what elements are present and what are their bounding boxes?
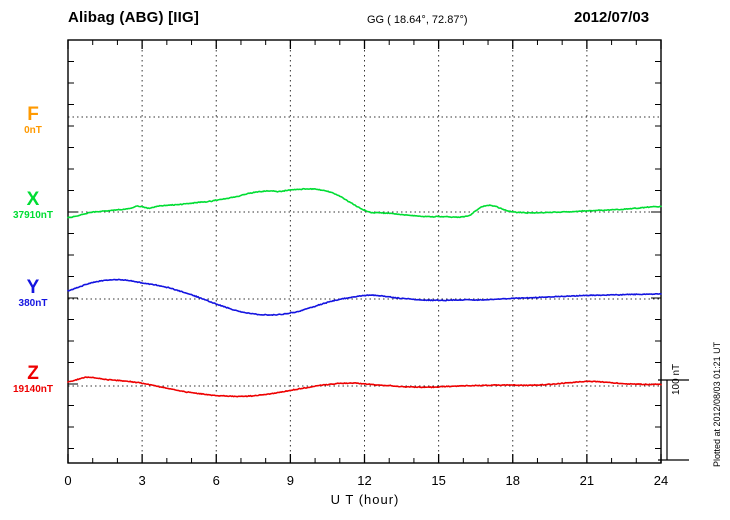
page-title: Alibag (ABG) [IIG] — [68, 9, 200, 26]
x-tick-label-24: 24 — [653, 473, 669, 488]
x-tick-label-12: 12 — [357, 473, 372, 488]
scale-bar-label: 100 nT — [671, 363, 682, 395]
component-symbol-z: Z — [27, 363, 39, 384]
component-label-f: F 0nT — [0, 105, 66, 137]
x-tick-label-18: 18 — [505, 473, 520, 488]
x-axis-title: U T (hour) — [0, 492, 730, 507]
x-tick-label-9: 9 — [286, 473, 294, 488]
x-tick-label-0: 0 — [64, 473, 72, 488]
component-baseline-y: 380nT — [18, 298, 48, 309]
scale-bar — [658, 379, 689, 461]
trace-z — [67, 376, 662, 398]
component-label-z: Z 19140nT — [0, 364, 66, 396]
trace-y — [67, 278, 662, 317]
observation-date: 2012/07/03 — [574, 9, 650, 26]
component-symbol-x: X — [26, 189, 40, 210]
component-label-y: Y 380nT — [0, 278, 66, 310]
x-tick-label-15: 15 — [431, 473, 446, 488]
geographic-coordinates: GG ( 18.64°, 72.87°) — [367, 14, 468, 26]
gridlines — [68, 40, 661, 463]
component-label-x: X 37910nT — [0, 190, 66, 222]
x-axis-title-text: U T (hour) — [330, 492, 400, 507]
component-baseline-f: 0nT — [24, 125, 42, 136]
x-tick-label-3: 3 — [138, 473, 146, 488]
trace-x — [67, 187, 662, 219]
component-symbol-f: F — [27, 104, 39, 125]
component-baseline-z: 19140nT — [12, 384, 54, 395]
x-tick-label-21: 21 — [579, 473, 595, 488]
plot-frame — [67, 39, 662, 464]
data-traces — [67, 187, 662, 398]
component-symbol-y: Y — [26, 277, 40, 298]
component-baseline-x: 37910nT — [12, 210, 54, 221]
plotted-timestamp: Plotted at 2012/08/03 01:21 UT — [712, 341, 722, 467]
x-tick-label-6: 6 — [212, 473, 220, 488]
axis-ticks — [67, 40, 662, 463]
